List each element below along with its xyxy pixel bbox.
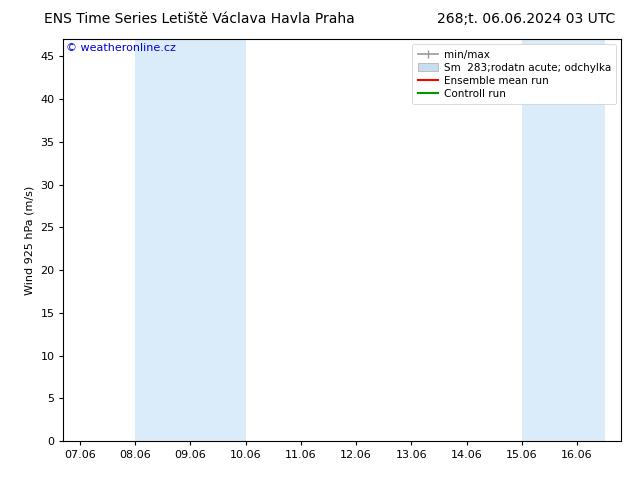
Text: 268;t. 06.06.2024 03 UTC: 268;t. 06.06.2024 03 UTC — [437, 12, 615, 26]
Legend: min/max, Sm  283;rodatn acute; odchylka, Ensemble mean run, Controll run: min/max, Sm 283;rodatn acute; odchylka, … — [412, 45, 616, 104]
Text: ENS Time Series Letiště Václava Havla Praha: ENS Time Series Letiště Václava Havla Pr… — [44, 12, 355, 26]
Text: © weatheronline.cz: © weatheronline.cz — [66, 43, 176, 53]
Bar — [522, 39, 605, 441]
Bar — [135, 39, 246, 441]
Y-axis label: Wind 925 hPa (m/s): Wind 925 hPa (m/s) — [25, 186, 35, 294]
